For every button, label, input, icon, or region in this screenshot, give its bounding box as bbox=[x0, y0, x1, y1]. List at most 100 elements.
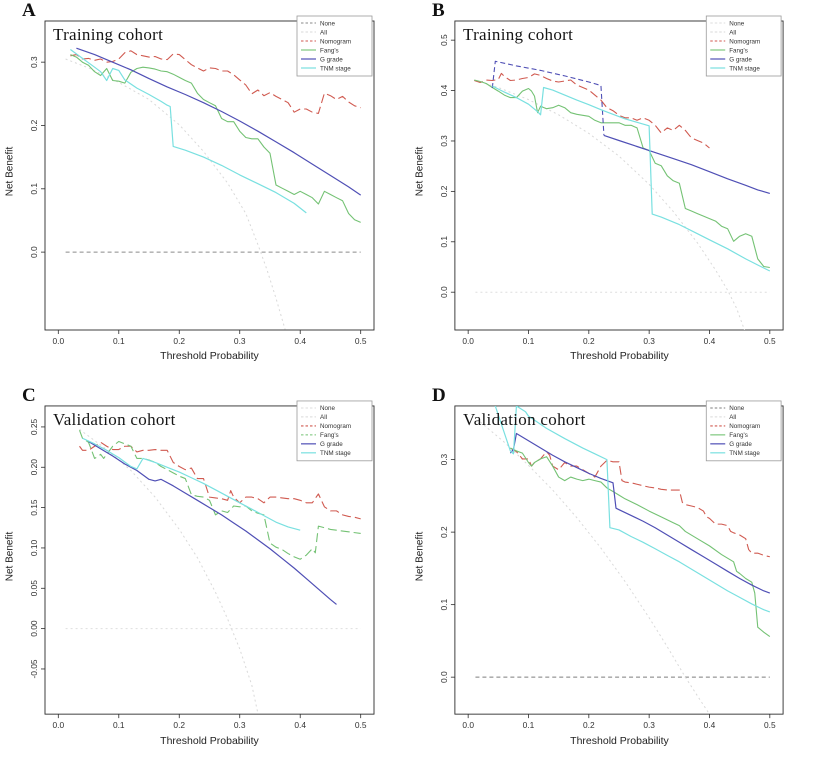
x-tick-label: 0.5 bbox=[764, 336, 776, 346]
legend-label-none: None bbox=[729, 20, 745, 27]
series-nomogram-line bbox=[510, 447, 770, 558]
y-tick-label: -0.05 bbox=[29, 659, 39, 678]
y-tick-label: 0.25 bbox=[29, 418, 39, 435]
series-all-line bbox=[475, 80, 745, 330]
panel-label-a: A bbox=[22, 0, 36, 21]
series-tnm-stage-line bbox=[494, 405, 771, 613]
series-g-grade-line bbox=[88, 440, 337, 605]
series-tnm-stage-line bbox=[82, 437, 301, 531]
series-fang-s-line bbox=[474, 79, 770, 269]
y-tick-label: 0.05 bbox=[29, 580, 39, 597]
x-tick-label: 0.4 bbox=[704, 336, 716, 346]
x-tick-label: 0.2 bbox=[173, 336, 185, 346]
y-tick-label: 0.3 bbox=[29, 56, 39, 68]
series-g-grade-line bbox=[509, 432, 771, 594]
legend-label-fang-s: Fang's bbox=[320, 47, 339, 54]
series-group bbox=[474, 60, 771, 330]
plot-border bbox=[454, 20, 784, 331]
legend-label-all: All bbox=[729, 29, 736, 36]
x-axis-label-c: Threshold Probability bbox=[160, 735, 259, 747]
series-group bbox=[65, 47, 362, 330]
legend-label-g-grade: G grade bbox=[320, 441, 343, 448]
y-tick-label: 0.3 bbox=[439, 135, 449, 147]
series-nomogram-line bbox=[474, 72, 710, 149]
y-axis-label-c: Net Benefit bbox=[4, 531, 16, 582]
y-tick-label: 0.1 bbox=[439, 598, 449, 610]
x-tick-label: 0.2 bbox=[583, 720, 595, 730]
panel-c: 0.0 0.1 0.2 0.3 0.4 0.5 -0.05 0.00 0.05 0.10 0.15 0… bbox=[0, 385, 410, 769]
x-axis-label-d: Threshold Probability bbox=[570, 735, 669, 747]
x-tick-label: 0.3 bbox=[643, 336, 655, 346]
y-tick-label: 0.3 bbox=[439, 453, 449, 465]
legend-label-nomogram: Nomogram bbox=[320, 38, 351, 45]
series-tnm-stage-line bbox=[70, 49, 307, 214]
legend-box bbox=[705, 400, 782, 462]
panel-a: 0.0 0.1 0.2 0.3 0.4 0.5 0.0 0.1 0.2 0.3 None All Nom… bbox=[0, 0, 410, 385]
plot-border bbox=[454, 405, 784, 715]
series-g-grade-line bbox=[491, 60, 605, 136]
legend-label-nomogram: Nomogram bbox=[729, 38, 760, 45]
legend-label-g-grade: G grade bbox=[729, 56, 752, 63]
x-tick-label: 0.2 bbox=[173, 720, 185, 730]
chart-canvas-d: 0.0 0.1 0.2 0.3 0.4 0.5 0.0 0.1 0.2 0.3 None All Nom… bbox=[439, 400, 784, 730]
x-tick-label: 0.2 bbox=[583, 336, 595, 346]
panel-label-c: C bbox=[22, 385, 36, 406]
y-tick-label: 0.0 bbox=[439, 286, 449, 298]
y-tick-label: 0.1 bbox=[29, 183, 39, 195]
y-tick-label: 0.0 bbox=[439, 671, 449, 683]
legend-label-g-grade: G grade bbox=[729, 441, 752, 448]
series-all-line bbox=[65, 58, 286, 330]
y-tick-label: 0.1 bbox=[439, 236, 449, 248]
x-tick-label: 0.5 bbox=[355, 720, 367, 730]
y-tick-label: 0.10 bbox=[29, 539, 39, 556]
chart-canvas-c: 0.0 0.1 0.2 0.3 0.4 0.5 -0.05 0.00 0.05 0.10 0.15 0… bbox=[29, 400, 375, 730]
legend-label-fang-s: Fang's bbox=[320, 432, 339, 439]
legend-label-nomogram: Nomogram bbox=[320, 423, 351, 430]
x-tick-label: 0.3 bbox=[234, 336, 246, 346]
legend-label-tnm-stage: TNM stage bbox=[729, 65, 760, 72]
plot-border bbox=[44, 20, 375, 331]
series-fang-s-line bbox=[510, 447, 771, 637]
panel-label-d: D bbox=[432, 385, 446, 406]
chart-title-d: Validation cohort bbox=[463, 410, 586, 429]
legend-label-all: All bbox=[729, 414, 736, 421]
x-tick-label: 0.3 bbox=[234, 720, 246, 730]
y-tick-label: 0.4 bbox=[439, 84, 449, 96]
y-tick-label: 0.15 bbox=[29, 499, 39, 516]
y-tick-label: 0.5 bbox=[439, 34, 449, 46]
x-axis-label-b: Threshold Probability bbox=[570, 350, 669, 362]
panel-b: 0.0 0.1 0.2 0.3 0.4 0.5 0.0 0.1 0.2 0.3 0.4 0.5 None… bbox=[410, 0, 819, 385]
series-all-line bbox=[79, 428, 259, 714]
x-tick-label: 0.3 bbox=[643, 720, 655, 730]
x-tick-label: 0.4 bbox=[294, 720, 306, 730]
y-tick-label: 0.2 bbox=[439, 185, 449, 197]
y-axis-label-b: Net Benefit bbox=[414, 146, 426, 197]
plot-border bbox=[44, 405, 375, 715]
x-tick-label: 0.1 bbox=[113, 336, 125, 346]
y-tick-label: 0.00 bbox=[29, 620, 39, 637]
chart-canvas-b: 0.0 0.1 0.2 0.3 0.4 0.5 0.0 0.1 0.2 0.3 0.4 0.5 None… bbox=[439, 15, 784, 346]
x-tick-label: 0.5 bbox=[355, 336, 367, 346]
x-tick-label: 0.1 bbox=[523, 720, 535, 730]
legend-label-tnm-stage: TNM stage bbox=[729, 450, 760, 457]
series-fang-s-line bbox=[70, 54, 361, 223]
legend-label-nomogram: Nomogram bbox=[729, 423, 760, 430]
series-group bbox=[475, 405, 771, 715]
series-fang-s-line bbox=[78, 429, 361, 560]
y-tick-label: 0.2 bbox=[29, 119, 39, 131]
panel-d: 0.0 0.1 0.2 0.3 0.4 0.5 0.0 0.1 0.2 0.3 None All Nom… bbox=[410, 385, 819, 769]
series-tnm-stage-line bbox=[492, 85, 771, 272]
x-axis-label-a: Threshold Probability bbox=[160, 350, 259, 362]
y-tick-label: 0.2 bbox=[439, 526, 449, 538]
legend-label-tnm-stage: TNM stage bbox=[320, 450, 351, 457]
chart-title-c: Validation cohort bbox=[53, 410, 176, 429]
y-axis-label-d: Net Benefit bbox=[414, 531, 426, 582]
x-tick-label: 0.0 bbox=[52, 720, 64, 730]
legend-label-fang-s: Fang's bbox=[729, 47, 748, 54]
legend-label-g-grade: G grade bbox=[320, 56, 343, 63]
y-axis-label-a: Net Benefit bbox=[4, 146, 16, 197]
x-tick-label: 0.4 bbox=[704, 720, 716, 730]
legend-label-all: All bbox=[320, 29, 327, 36]
series-group bbox=[65, 428, 361, 714]
